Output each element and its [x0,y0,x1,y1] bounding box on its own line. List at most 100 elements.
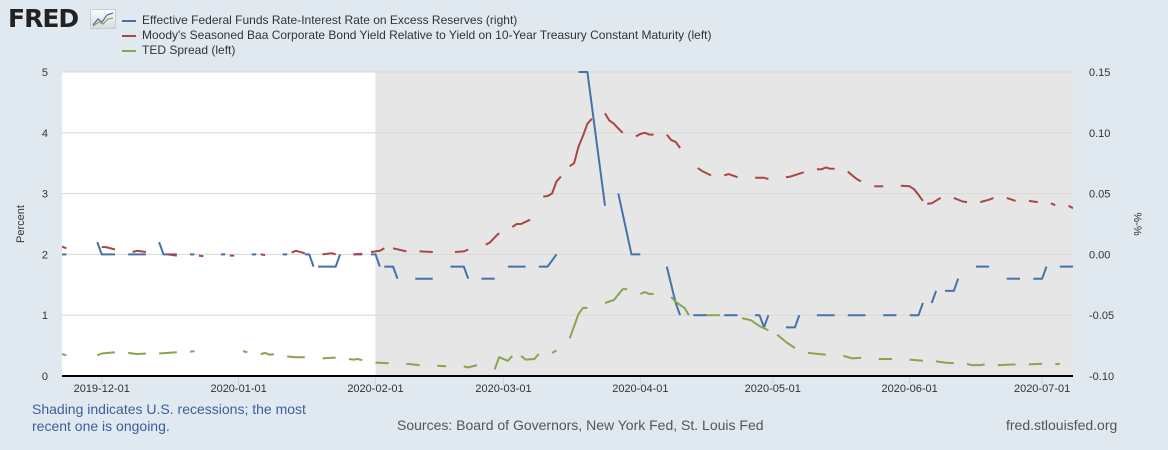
series-segment [930,290,938,304]
series-segment [1028,362,1043,366]
y-tick-label: 1 [42,310,48,322]
series-segment [287,355,305,359]
series-segment [348,358,363,362]
series-segment [909,358,923,362]
recession-shading [375,72,1073,376]
series-segment [62,245,67,250]
series-segment [318,254,342,268]
series-segment [454,248,469,253]
x-tick-label: 2020-04-01 [612,383,668,395]
y2-tick-label: 0.15 [1089,67,1110,79]
series-segment [260,351,275,356]
series-segment [520,353,540,361]
legend-label: TED Spread (left) [142,43,236,57]
series-segment [189,350,195,353]
y-tick-label: 2 [42,249,48,261]
series-segment [450,265,470,280]
series-segment [807,351,826,356]
x-tick-label: 2020-03-01 [475,383,531,395]
series-segment [167,253,177,257]
series-segment [935,360,954,365]
legend-swatch [122,19,136,22]
series-baa-spread [62,112,1073,258]
series-segment [966,362,985,367]
series-segment [353,252,363,256]
recession-note: Shading indicates U.S. recessions; the m… [32,401,306,434]
legend-label: Effective Federal Funds Rate-Interest Ra… [142,13,518,27]
series-segment [370,247,385,253]
series-segment [406,362,420,367]
x-tick-label: 2019-12-01 [74,383,130,395]
y-tick-label: 4 [42,128,48,140]
series-segment [755,176,769,180]
y-tick-label: 5 [42,67,48,79]
y-axis-left-label: Percent [15,205,27,243]
series-segment [980,196,994,204]
series-segment [375,361,389,365]
series-segment [568,306,588,339]
series-segment [843,354,862,360]
series-segment [132,249,147,253]
series-segment [485,232,500,246]
series-segment [463,364,478,369]
chart-legend: Effective Federal Funds Rate-Interest Ra… [122,13,712,58]
series-segment [101,246,116,251]
series-segment [392,247,407,253]
series-segment [260,253,266,256]
series-segment [242,350,248,354]
series-segment [322,356,336,360]
x-tick-label: 2020-06-01 [882,383,938,395]
series-segment [551,349,557,354]
sources-text: Sources: Board of Governors, New York Fe… [397,417,764,433]
series-segment [96,241,115,256]
series-segment [1006,196,1016,202]
series-segment [666,133,681,149]
x-tick-label: 2020-05-01 [745,383,801,395]
legend-item-baa-spread[interactable]: Moody's Seasoned Baa Corporate Bond Yiel… [122,28,712,43]
series-segment [953,196,968,204]
x-tick-label: 2020-07-01 [1014,383,1070,395]
series-segment [538,253,558,268]
series-segment [291,249,306,255]
series-segment [419,250,433,253]
y-tick-label: 3 [42,189,48,201]
legend-item-ted-spread[interactable]: TED Spread (left) [122,43,712,58]
series-segment [997,363,1016,367]
x-tick-marks [101,376,1043,386]
series-segment [159,351,177,355]
series-segment [384,265,399,280]
y-axis-right-ticks: -0.10 -0.05 0.00 0.05 0.10 0.15 [1089,67,1114,383]
series-segment [437,364,447,368]
series-segment [617,193,641,256]
legend-item-effr-ioer[interactable]: Effective Federal Funds Rate-Interest Ra… [122,13,712,28]
site-link[interactable]: fred.stlouisfed.org [1006,417,1118,433]
series-ted-spread [62,288,1060,370]
series-segment [741,317,769,332]
series-segment [786,314,801,329]
y2-tick-label: 0.00 [1089,249,1110,261]
y2-tick-label: -0.10 [1089,371,1114,383]
series-segment [697,167,712,177]
series-segment [543,175,562,198]
series-segment [639,291,654,295]
gridlines [62,71,1073,316]
y-tick-label: 0 [42,371,48,383]
x-axis-ticks: 2019-12-01 2020-01-01 2020-02-01 2020-03-01… [74,383,1071,395]
x-tick-label: 2020-01-01 [210,383,266,395]
series-layer [62,71,1073,370]
series-segment [604,288,628,304]
series-segment [670,296,690,316]
series-segment [909,302,924,317]
series-segment [1050,202,1056,207]
y-axis-left-ticks: 0 1 2 3 4 5 [42,67,48,383]
series-segment [128,351,146,356]
series-segment [569,118,593,168]
y2-tick-label: 0.05 [1089,189,1110,201]
series-segment [723,173,738,179]
series-segment [1055,362,1060,366]
series-segment [96,351,116,357]
fred-logo[interactable]: FRED [8,4,79,33]
series-segment [371,253,381,267]
series-segment [635,131,654,138]
